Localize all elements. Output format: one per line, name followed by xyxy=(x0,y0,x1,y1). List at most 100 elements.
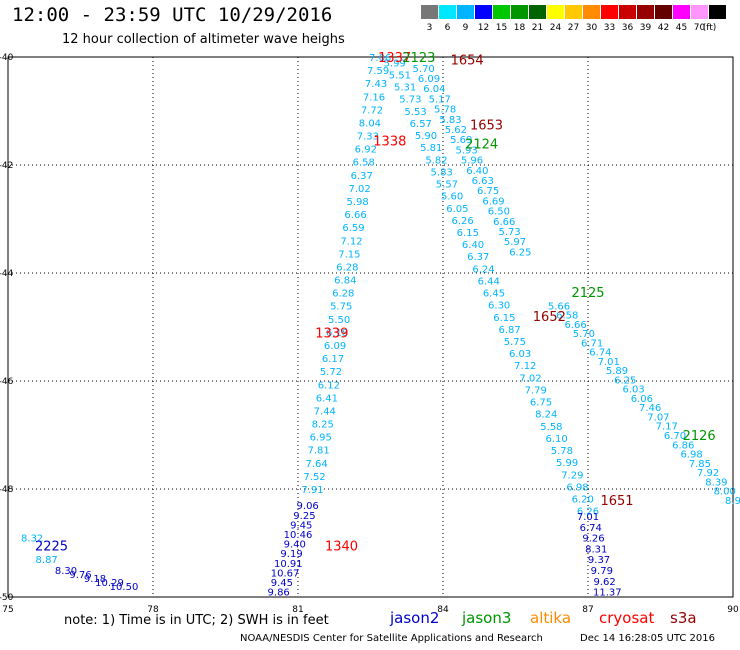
lon-tick-label: 75 xyxy=(2,605,13,615)
satellite-label-s3a: s3a xyxy=(670,609,697,627)
wave-height-value: 5.82 xyxy=(425,155,447,166)
wave-height-value: 7.01 xyxy=(577,512,599,523)
wave-height-value: 6.58 xyxy=(353,158,375,169)
wave-height-value: 10.67 xyxy=(271,568,300,579)
wave-height-value: 8.9 xyxy=(725,496,740,507)
wave-height-value: 7.52 xyxy=(303,472,325,483)
wave-height-value: 6.09 xyxy=(324,341,346,352)
wave-height-value: 7.92 xyxy=(697,468,719,479)
wave-height-value: 6.05 xyxy=(446,204,468,215)
wave-height-value: 6.71 xyxy=(581,338,603,349)
wave-height-value: 9.37 xyxy=(588,555,610,566)
wave-height-value: 6.66 xyxy=(493,217,515,228)
wave-height-value: 8.87 xyxy=(36,555,58,566)
wave-height-value: 5.75 xyxy=(504,337,526,348)
wave-height-value: 5.51 xyxy=(389,71,411,82)
wave-height-value: 7.12 xyxy=(340,236,362,247)
wave-height-value: 6.15 xyxy=(457,228,479,239)
footer-note: note: 1) Time is in UTC; 2) SWH is in fe… xyxy=(64,613,329,628)
scale-label: 33 xyxy=(603,23,616,33)
wave-height-value: 9.62 xyxy=(593,577,615,588)
scale-label: 18 xyxy=(513,23,526,33)
wave-height-value: 6.28 xyxy=(336,262,358,273)
scale-label: 45 xyxy=(675,23,688,33)
wave-height-value: 7.15 xyxy=(338,249,360,260)
wave-height-value: 6.06 xyxy=(631,394,653,405)
wave-height-value: 5.75 xyxy=(330,302,352,313)
wave-height-value: 8.32 xyxy=(21,534,43,545)
wave-height-value: 7.81 xyxy=(308,446,330,457)
pass-number-label: 2124 xyxy=(465,137,498,152)
wave-height-value: 6.58 xyxy=(556,311,578,322)
wave-height-value: 5.58 xyxy=(540,422,562,433)
wave-height-value: 9.40 xyxy=(284,540,306,551)
wave-height-value: 10.29 xyxy=(95,578,124,589)
wave-height-value: 7.17 xyxy=(656,422,678,433)
wave-height-value: 6.03 xyxy=(622,385,644,396)
wave-height-value: 8.00 xyxy=(714,487,736,498)
wave-height-value: 7.91 xyxy=(301,485,323,496)
scale-swatch xyxy=(619,5,636,19)
satellite-label-jason3: jason3 xyxy=(462,609,512,627)
wave-height-value: 5.60 xyxy=(441,192,463,203)
wave-height-value: 6.17 xyxy=(322,354,344,365)
wave-height-value: 6.87 xyxy=(498,325,520,336)
wave-height-value: 8.24 xyxy=(535,410,557,421)
wave-height-value: 6.26 xyxy=(577,507,599,518)
wave-height-value: 7.07 xyxy=(647,412,669,423)
scale-label: 39 xyxy=(639,23,652,33)
wave-height-value: 6.66 xyxy=(564,320,586,331)
lat-tick-label: -44 xyxy=(0,269,14,279)
pass-number-label: 1653 xyxy=(470,119,503,134)
wave-height-value: 6.18 xyxy=(326,328,348,339)
page-subtitle: 12 hour collection of altimeter wave hei… xyxy=(62,32,345,47)
wave-height-value: 10.91 xyxy=(274,559,303,570)
pass-number-label: 1337 xyxy=(378,51,411,66)
satellite-label-jason2: jason2 xyxy=(390,609,440,627)
scale-swatch xyxy=(511,5,528,19)
credit-line: NOAA/NESDIS Center for Satellite Applica… xyxy=(240,633,543,644)
wave-height-value: 9.06 xyxy=(297,501,319,512)
scale-swatch xyxy=(421,5,438,19)
lat-tick-label: -46 xyxy=(0,377,14,387)
wave-height-value: 8.31 xyxy=(585,544,607,555)
wave-height-value: 5.53 xyxy=(404,107,426,118)
wave-height-value: 6.37 xyxy=(351,171,373,182)
map-frame xyxy=(7,56,734,598)
wave-height-value: 5.98 xyxy=(346,197,368,208)
wave-height-value: 6.41 xyxy=(316,393,338,404)
wave-height-value: 5.69 xyxy=(450,135,472,146)
wave-height-value: 6.30 xyxy=(488,301,510,312)
wave-height-value: 6.92 xyxy=(355,145,377,156)
wave-height-value: 5.89 xyxy=(606,366,628,377)
wave-height-value: 5.81 xyxy=(420,143,442,154)
lon-tick-label: 84 xyxy=(437,605,449,615)
wave-height-value: 7.85 xyxy=(689,459,711,470)
wave-height-value: 9.19 xyxy=(280,549,302,560)
wave-height-value: 7.29 xyxy=(561,470,583,481)
scale-swatch xyxy=(475,5,492,19)
scale-label: 27 xyxy=(567,23,580,33)
wave-height-value: 5.96 xyxy=(461,156,483,167)
satellite-label-cryosat: cryosat xyxy=(599,609,655,627)
scale-label: 70 xyxy=(693,23,706,33)
lon-tick-label: 81 xyxy=(292,605,303,615)
wave-height-value: 9.25 xyxy=(293,511,315,522)
wave-height-value: 7.02 xyxy=(519,373,541,384)
wave-height-value: 6.03 xyxy=(509,349,531,360)
wave-height-value: 6.86 xyxy=(672,440,694,451)
wave-height-value: 8.39 xyxy=(705,477,727,488)
scale-label: 9 xyxy=(462,23,469,33)
wave-height-value: 11.37 xyxy=(593,588,622,599)
wave-height-value: 6.74 xyxy=(589,348,611,359)
wave-height-value: 5.70 xyxy=(413,64,435,75)
wave-height-value: 9.45 xyxy=(290,520,312,531)
wave-height-value: 6.98 xyxy=(680,450,702,461)
wave-height-value: 9.45 xyxy=(271,578,293,589)
scale-swatch xyxy=(655,5,672,19)
wave-height-value: 6.69 xyxy=(482,196,504,207)
pass-number-label: 1654 xyxy=(451,54,484,69)
lat-tick-label: -42 xyxy=(0,161,13,171)
wave-height-value: 5.50 xyxy=(328,315,350,326)
